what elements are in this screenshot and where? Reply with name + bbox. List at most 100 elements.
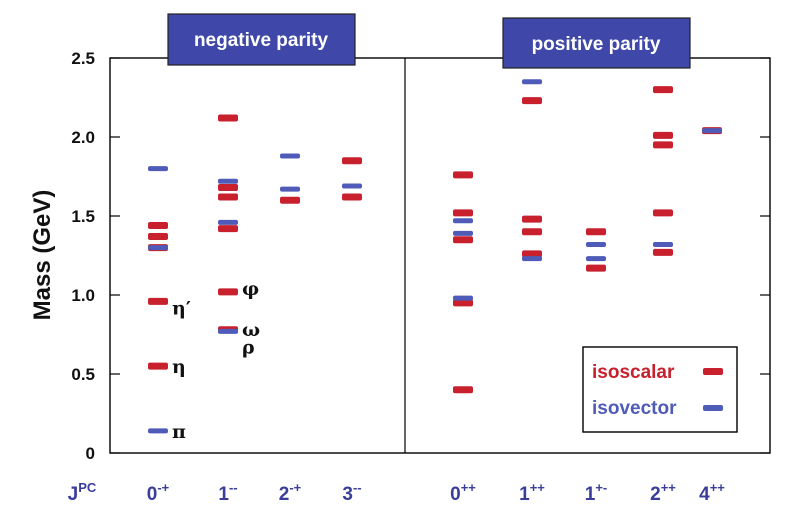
isoscalar-level xyxy=(522,215,542,223)
isovector-level xyxy=(342,183,362,189)
x-tick-label-sup: -+ xyxy=(289,480,301,495)
x-tick-label: 1+- xyxy=(585,480,608,505)
panel-title-positive: positive parity xyxy=(502,17,691,69)
legend-isovector-mark xyxy=(703,405,723,411)
legend-isovector-label: isovector xyxy=(592,398,677,419)
x-tick-label-sup: ++ xyxy=(710,480,726,495)
panel-title-positive-box xyxy=(502,17,691,69)
x-axis-label-sup: PC xyxy=(78,480,97,495)
x-tick-label-sup: +- xyxy=(595,480,607,495)
legend-box xyxy=(582,346,738,433)
isoscalar-level xyxy=(342,157,362,165)
x-tick-label-main: 2 xyxy=(279,484,290,505)
isovector-level xyxy=(522,256,542,262)
particle-label: ρ xyxy=(242,336,255,358)
isovector-level xyxy=(148,428,168,434)
panel-title-negative: negative parity xyxy=(167,13,356,66)
x-tick-label: 0++ xyxy=(450,480,476,505)
panel-title-positive-text: positive parity xyxy=(532,34,661,55)
isoscalar-level xyxy=(218,288,238,296)
isoscalar-level xyxy=(586,264,606,272)
x-tick-label-main: 4 xyxy=(699,484,710,505)
x-tick-label: 1-- xyxy=(218,480,237,505)
isovector-level xyxy=(148,166,168,172)
isoscalar-level xyxy=(453,236,473,244)
isoscalar-level xyxy=(218,225,238,233)
x-axis-label: JPC xyxy=(68,480,97,505)
isoscalar-level xyxy=(522,250,542,258)
isoscalar-level xyxy=(522,97,542,105)
isoscalar-level xyxy=(453,299,473,307)
mass-levels xyxy=(148,79,722,434)
particle-label: ω xyxy=(242,319,260,341)
isoscalar-level xyxy=(148,362,168,370)
y-axis-label: Mass (GeV) xyxy=(29,190,56,321)
x-tick-label: 4++ xyxy=(699,480,725,505)
particle-label: π xyxy=(172,421,186,443)
panel-title-negative-text: negative parity xyxy=(194,30,329,51)
particle-label: φ xyxy=(242,278,259,300)
isovector-level xyxy=(218,219,238,225)
isoscalar-level xyxy=(148,297,168,305)
x-tick-label-main: 3 xyxy=(342,484,353,505)
isoscalar-level xyxy=(453,171,473,179)
particle-labels: π η η′ φωρ xyxy=(172,278,260,443)
isoscalar-level xyxy=(653,86,673,94)
legend-isoscalar-label: isoscalar xyxy=(592,362,675,383)
x-tick-label: 0-+ xyxy=(147,480,170,505)
y-tick-label: 1.0 xyxy=(71,286,95,305)
isovector-level xyxy=(218,328,238,334)
isoscalar-level xyxy=(342,193,362,201)
x-tick-label-sup: -+ xyxy=(157,480,169,495)
isoscalar-level xyxy=(453,209,473,217)
isoscalar-level xyxy=(280,196,300,204)
x-tick-label-main: 1 xyxy=(218,484,229,505)
isovector-level xyxy=(702,128,722,134)
x-tick-label: 2-+ xyxy=(279,480,302,505)
isoscalar-level xyxy=(653,131,673,139)
x-tick-label-main: 1 xyxy=(585,484,596,505)
isoscalar-level xyxy=(653,209,673,217)
x-tick-label: 1++ xyxy=(519,480,545,505)
x-tick-label-sup: -- xyxy=(353,480,362,495)
isoscalar-level xyxy=(586,228,606,236)
x-tick-label: 3-- xyxy=(342,480,361,505)
isovector-level xyxy=(218,178,238,184)
y-tick-label: 2.5 xyxy=(71,49,95,68)
isovector-level xyxy=(586,256,606,262)
y-tick-label: 0 xyxy=(86,444,95,463)
isovector-level xyxy=(453,230,473,236)
isoscalar-level xyxy=(148,221,168,229)
isovector-level xyxy=(280,186,300,192)
isovector-level xyxy=(453,295,473,301)
y-tick-label: 0.5 xyxy=(71,365,95,384)
x-tick-label-main: 2 xyxy=(650,484,661,505)
x-tick-label-main: 1 xyxy=(519,484,530,505)
x-tick-label-sup: -- xyxy=(229,480,238,495)
panel-title-negative-box xyxy=(167,13,356,66)
x-tick-label-sup: ++ xyxy=(530,480,546,495)
y-tick-label: 2.0 xyxy=(71,128,95,147)
isovector-level xyxy=(148,245,168,251)
legend: isoscalar isovector xyxy=(582,346,738,433)
x-axis-label-main: J xyxy=(68,484,79,505)
plot-frame xyxy=(109,57,771,454)
y-axis-ticks: 0 0.5 1.0 1.5 2.0 2.5 xyxy=(71,49,770,463)
isovector-level xyxy=(653,241,673,247)
x-tick-label-sup: ++ xyxy=(661,480,677,495)
isoscalar-level xyxy=(522,228,542,236)
particle-label: η xyxy=(172,356,186,378)
particle-label: η′ xyxy=(172,297,191,319)
x-tick-label-sup: ++ xyxy=(461,480,477,495)
isovector-level xyxy=(586,241,606,247)
isovector-level xyxy=(522,79,542,85)
jpc-labels: JPC 0-+ 1-- 2-+ 3-- 0++ 1++ 1+- 2++ 4++ xyxy=(68,480,726,505)
isoscalar-level xyxy=(453,386,473,394)
isoscalar-level xyxy=(218,184,238,192)
x-tick-label-main: 0 xyxy=(450,484,461,505)
isoscalar-level xyxy=(218,114,238,122)
isoscalar-level xyxy=(148,233,168,241)
isoscalar-level xyxy=(653,141,673,149)
y-tick-label: 1.5 xyxy=(71,207,95,226)
